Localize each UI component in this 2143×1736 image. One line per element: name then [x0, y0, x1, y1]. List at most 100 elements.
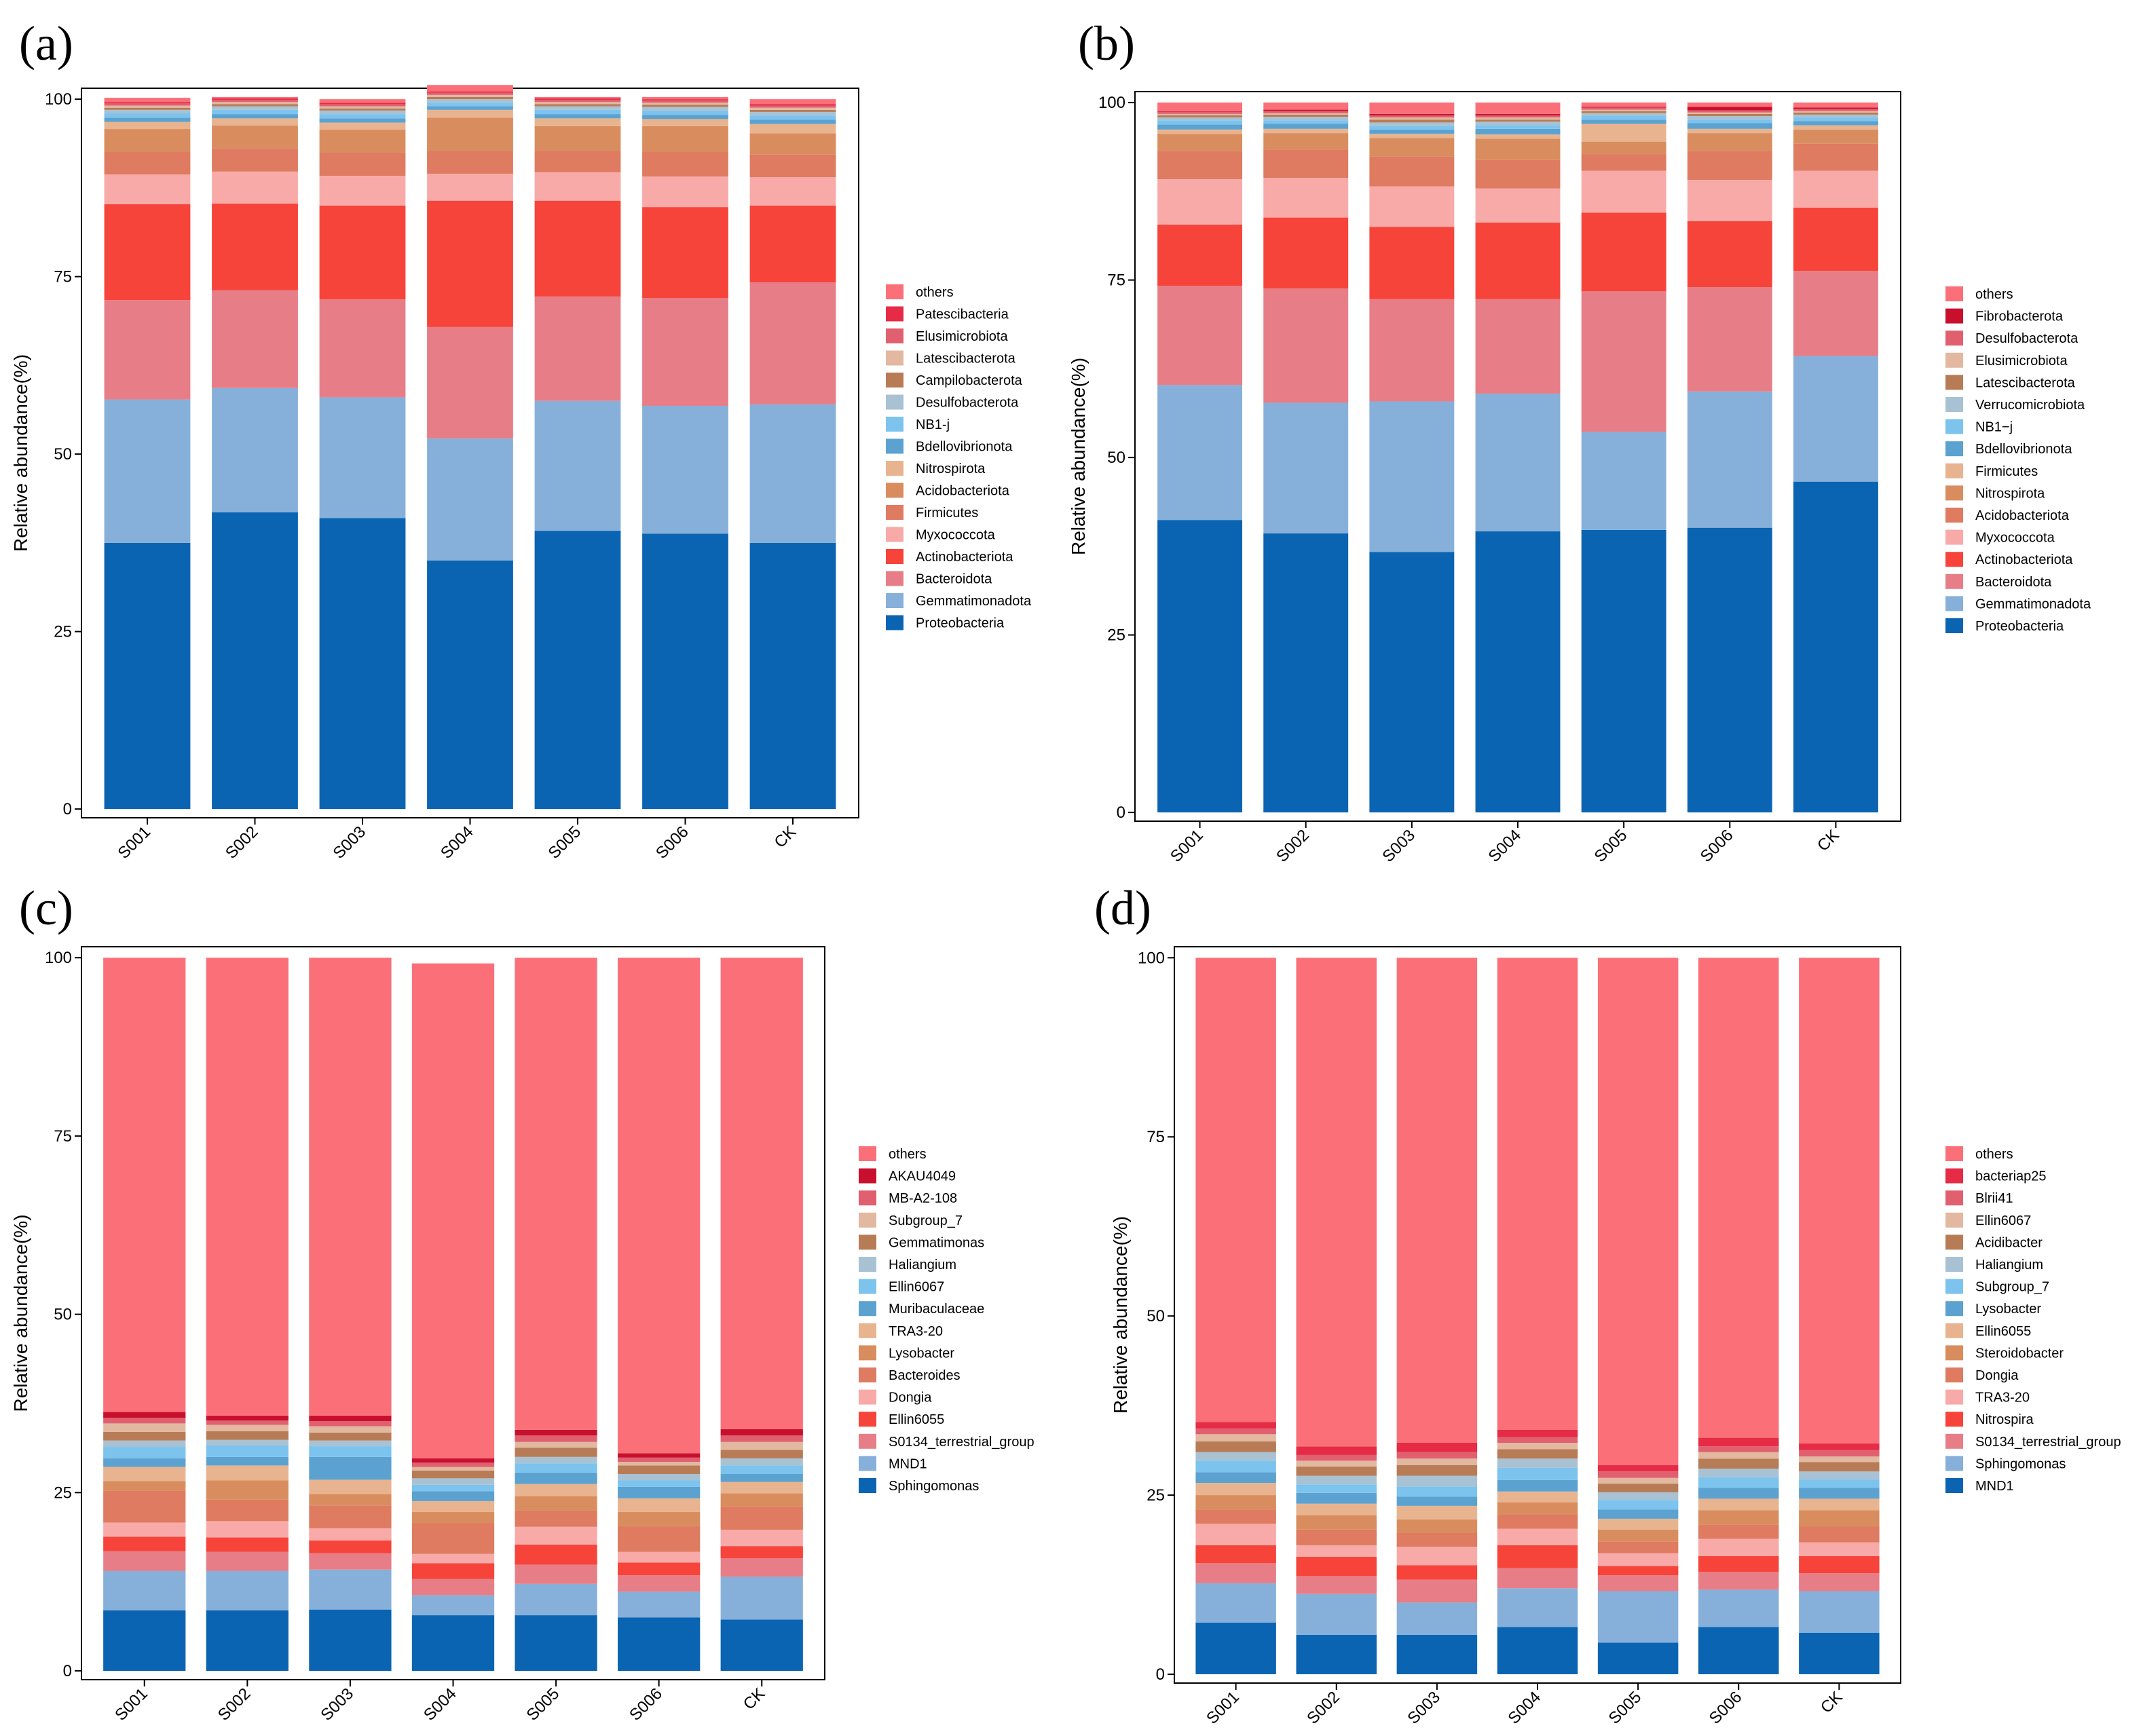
bar-segment	[1687, 151, 1772, 181]
bar-segment	[1597, 1541, 1679, 1553]
x-tick-label: S003	[330, 823, 370, 863]
legend-label: others	[1975, 1147, 2013, 1162]
bar-segment	[1597, 1500, 1679, 1510]
legend-swatch	[1945, 1301, 1963, 1317]
legend-label: Bacteroidota	[1975, 575, 2052, 590]
legend-swatch	[1945, 1478, 1963, 1493]
bar-segment	[411, 1458, 495, 1463]
y-tick-label: 25	[1107, 626, 1125, 645]
bar-segment	[515, 1484, 597, 1496]
bar-segment	[618, 1462, 701, 1466]
bar-segment	[212, 106, 298, 110]
bar-segment	[212, 203, 298, 290]
bar-segment	[1296, 1545, 1377, 1557]
legend-label: NB1−j	[1975, 420, 2013, 435]
bar-segment	[1687, 391, 1772, 528]
bar-segment	[309, 1528, 392, 1541]
legend-label: Ellin6055	[1975, 1324, 2031, 1339]
x-tick-label: S002	[1273, 826, 1313, 866]
bar-segment	[1799, 1462, 1880, 1472]
bar-segment	[1793, 114, 1878, 118]
legend-swatch	[859, 1367, 876, 1382]
bar-segment	[103, 1490, 186, 1523]
bar-segment	[515, 1526, 597, 1545]
bar-segment	[1687, 128, 1772, 134]
bar-segment	[1687, 221, 1772, 288]
bar-segment	[1263, 120, 1349, 124]
bar-segment	[1195, 1563, 1276, 1583]
bar-segment	[749, 206, 836, 282]
bar-segment	[749, 154, 836, 178]
bar-segment	[1157, 151, 1243, 180]
legend-swatch	[1945, 1367, 1963, 1382]
bar-segment	[319, 110, 406, 115]
bar-segment	[319, 108, 406, 111]
bar-segment	[618, 1551, 701, 1563]
bar-segment	[1698, 1539, 1779, 1556]
bar-segment	[103, 1423, 186, 1433]
bar-segment	[1799, 1443, 1880, 1450]
bar-segment	[1369, 119, 1455, 123]
bar-segment	[1698, 1477, 1779, 1488]
legend-swatch	[859, 1301, 876, 1317]
bar-segment	[1698, 1627, 1779, 1674]
bar-segment	[1296, 1529, 1377, 1545]
bar-segment	[104, 117, 191, 122]
bar-segment	[1687, 102, 1772, 107]
bar-segment	[1157, 129, 1243, 134]
bar-stack-S005	[1581, 102, 1666, 813]
bar-segment	[1157, 179, 1243, 225]
x-tick-label: S001	[1203, 1688, 1243, 1728]
bar-segment	[309, 1446, 392, 1457]
bar-segment	[1195, 1441, 1276, 1452]
bar-segment	[212, 290, 298, 388]
legend-label: Nitrospira	[1975, 1412, 2034, 1427]
bar-stack-S005	[515, 958, 597, 1672]
bar-segment	[427, 151, 513, 174]
y-axis-label: Relative abundance(%)	[10, 354, 31, 552]
bar-stack-S003	[319, 99, 406, 810]
bar-segment	[103, 958, 186, 1412]
legend-label: Gemmatimonadota	[916, 594, 1032, 609]
bar-segment	[1195, 1622, 1276, 1674]
legend-swatch	[1945, 375, 1963, 390]
bar-segment	[212, 109, 298, 115]
bar-segment	[1687, 119, 1772, 124]
y-tick-label: 100	[1098, 94, 1125, 112]
legend-label: MND1	[1975, 1479, 2014, 1494]
bar-segment	[1799, 1471, 1880, 1479]
legend-label: Dongia	[1975, 1368, 2019, 1383]
bar-segment	[618, 1498, 701, 1512]
panel-letter: (b)	[1078, 16, 1135, 71]
bar-segment	[1157, 111, 1243, 114]
bar-segment	[104, 542, 191, 810]
bar-stack-CK	[749, 99, 836, 810]
bar-segment	[427, 92, 513, 95]
legend-swatch	[886, 593, 903, 608]
bar-segment	[1698, 1572, 1779, 1590]
bar-segment	[104, 151, 191, 174]
bar-segment	[618, 1617, 701, 1672]
legend-swatch	[886, 328, 903, 343]
bar-segment	[1396, 1519, 1478, 1534]
bar-segment	[1799, 1632, 1880, 1674]
bar-stack-CK	[720, 958, 803, 1672]
bar-segment	[720, 1429, 803, 1436]
bar-segment	[411, 1511, 495, 1524]
bar-segment	[534, 104, 621, 107]
legend-label: Elusimicrobiota	[1975, 354, 2068, 369]
bar-segment	[642, 533, 728, 810]
bar-segment	[1581, 170, 1666, 213]
bar-segment	[206, 1480, 288, 1500]
bar-segment	[212, 118, 298, 126]
y-tick-label: 25	[54, 623, 72, 641]
bar-segment	[1581, 102, 1666, 107]
legend-label: Dongia	[889, 1391, 932, 1405]
bar-segment	[103, 1412, 186, 1418]
y-tick-label: 75	[1107, 271, 1125, 290]
bar-segment	[749, 111, 836, 116]
bar-segment	[1396, 1565, 1478, 1580]
bar-segment	[319, 397, 406, 518]
x-tick-label: S004	[420, 1684, 460, 1724]
